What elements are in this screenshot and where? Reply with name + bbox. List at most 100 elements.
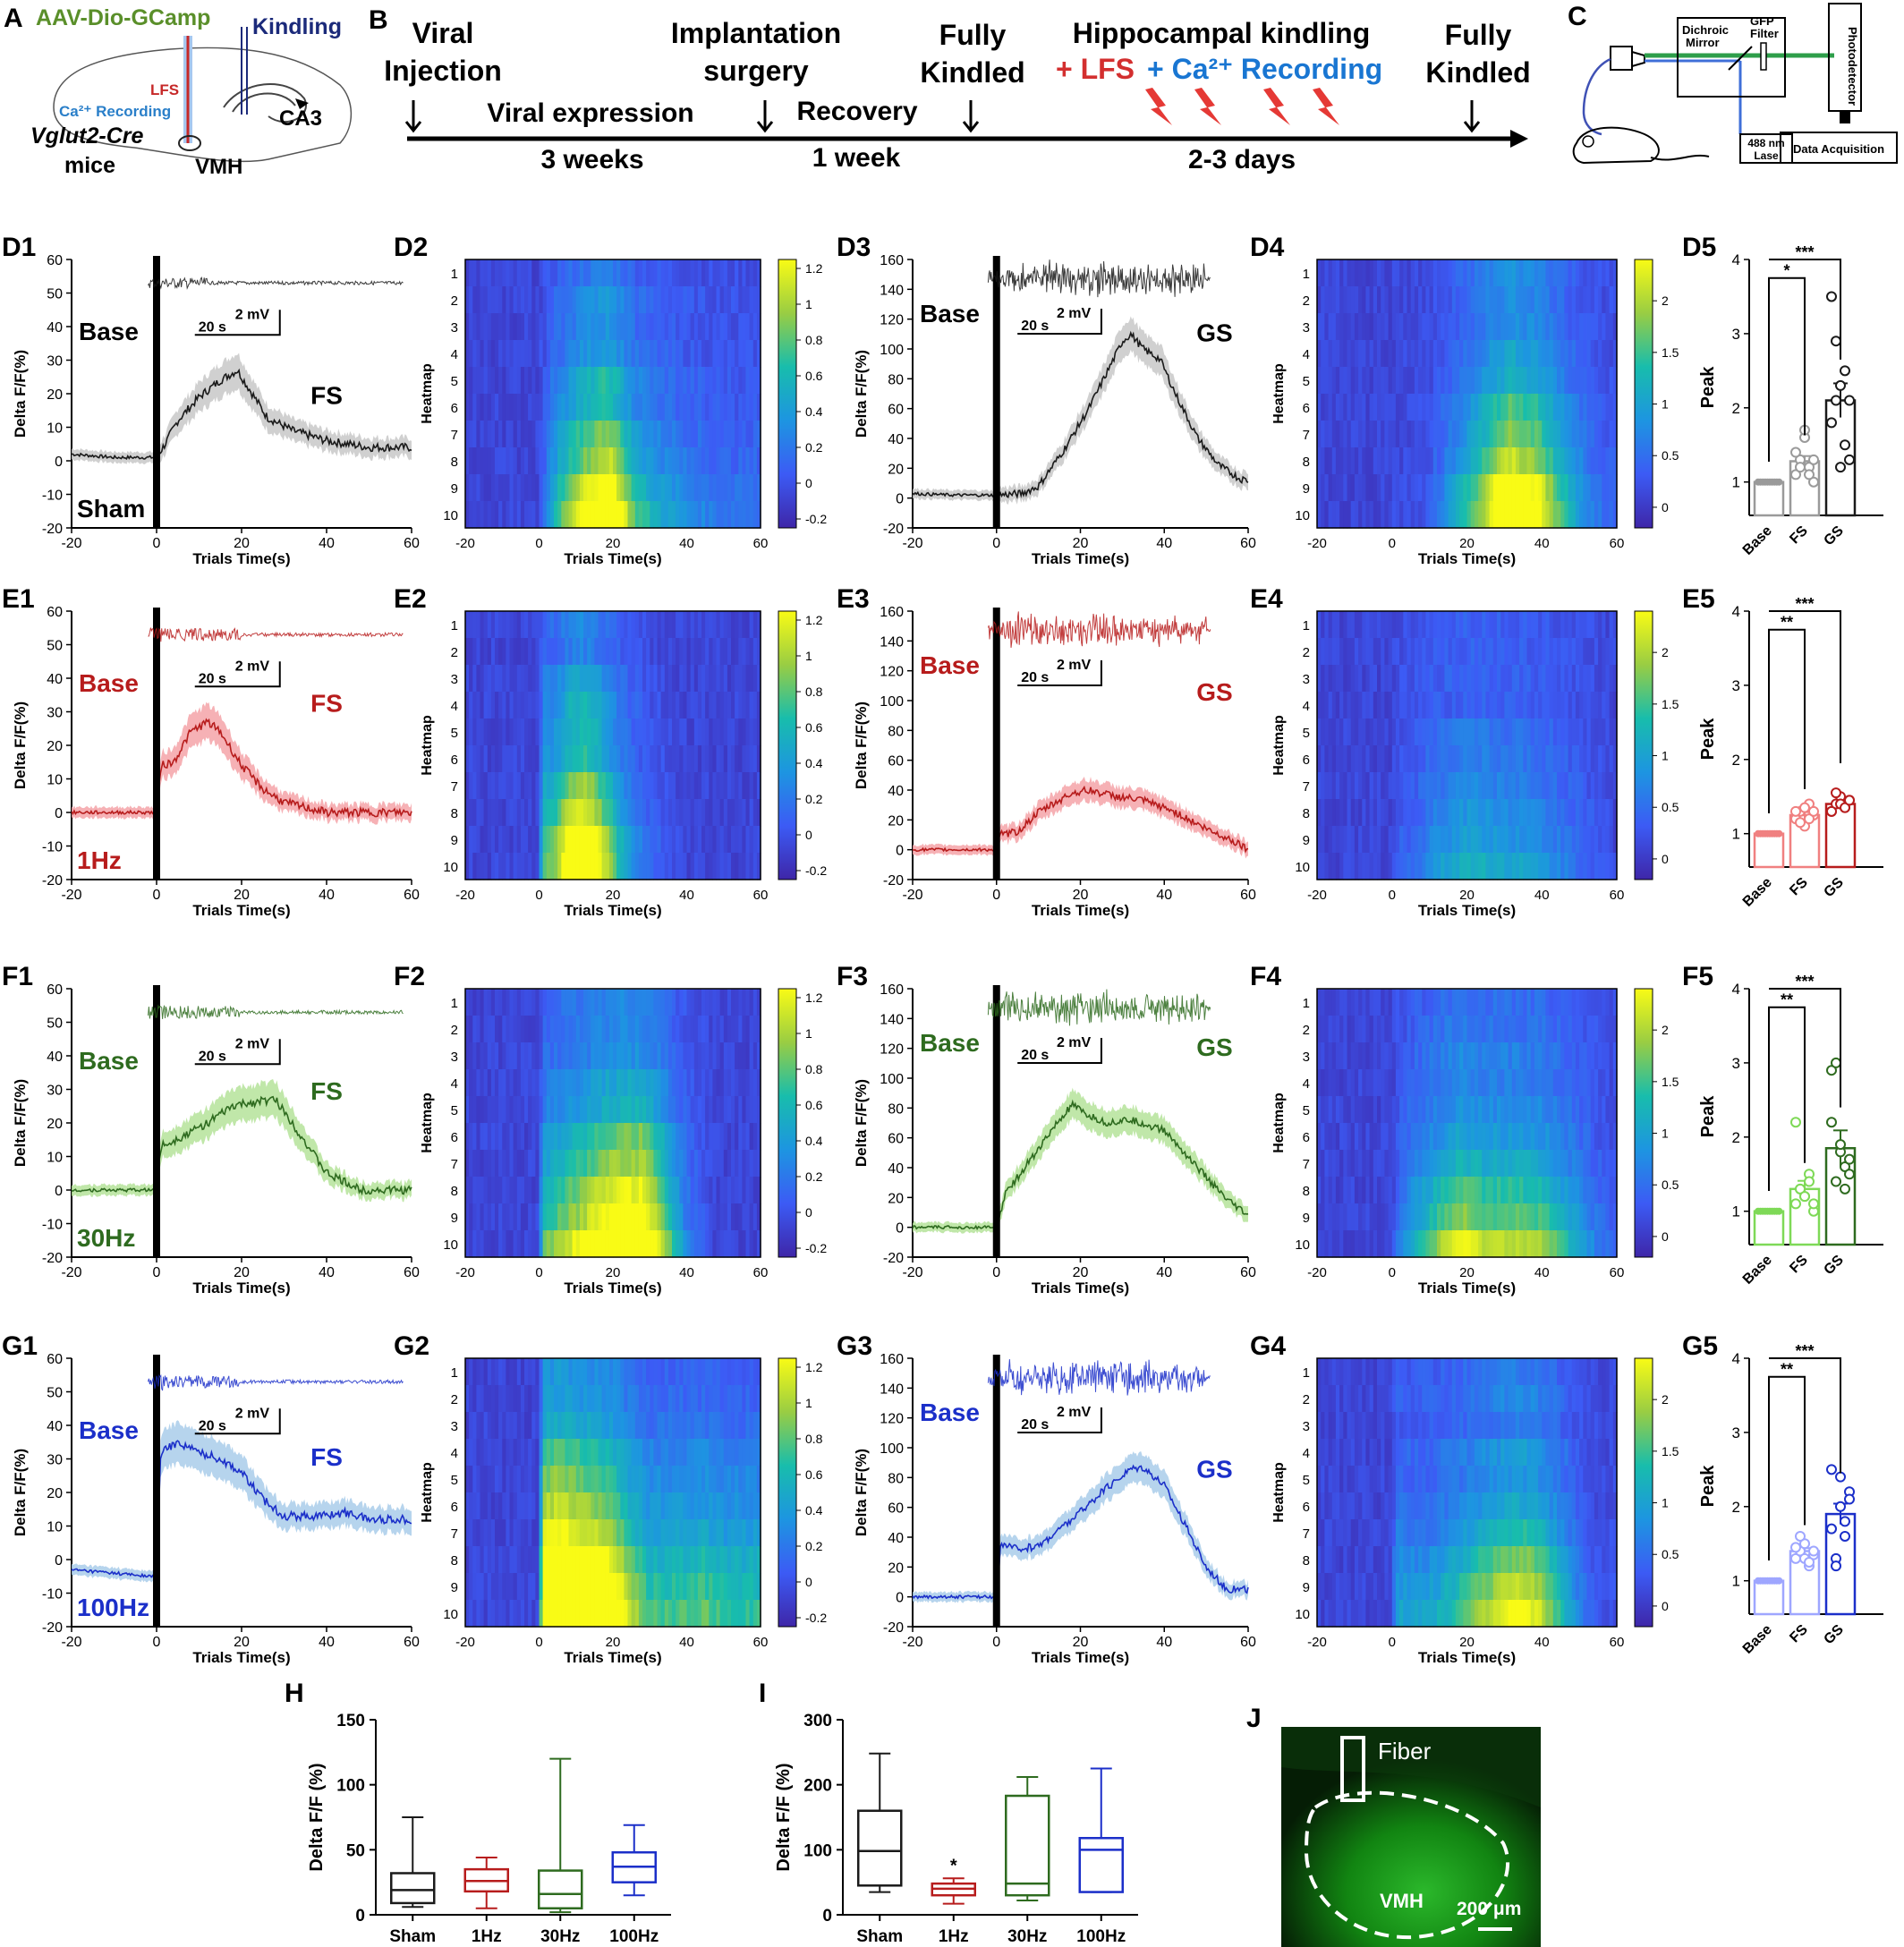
stimulus-bar: [153, 985, 160, 1257]
x-tick-label: 60: [1240, 1635, 1256, 1650]
heatmap-row-label: 9: [451, 1211, 458, 1226]
x-axis-label: Trials Time(s): [1418, 550, 1516, 567]
colorbar: [1634, 610, 1653, 880]
y-tick-label: 3: [1732, 326, 1740, 343]
scale-bar: [194, 1408, 281, 1435]
peak-bar: [1753, 1579, 1785, 1616]
x-tick-label: -20: [455, 536, 475, 551]
colorbar-tick-label: -0.2: [805, 512, 827, 526]
y-tick-label: 20: [47, 1486, 63, 1501]
y-tick-label: 2: [1732, 400, 1740, 417]
fs-label: FS: [310, 690, 343, 718]
condition-label: 30Hz: [77, 1224, 135, 1252]
peak-category-label: GS: [1821, 875, 1847, 901]
colorbar-tick-label: 0: [805, 1575, 812, 1589]
y-tick-label: 2: [1732, 752, 1740, 769]
peak-category-label: FS: [1787, 523, 1811, 548]
data-point: [1795, 462, 1806, 473]
colorbar-tick-label: 2: [1662, 645, 1669, 659]
stimulus-bar: [992, 985, 1000, 1257]
base-label: Base: [79, 1416, 139, 1444]
heatmap-row-label: 6: [451, 401, 458, 416]
y-tick-label: 120: [880, 313, 904, 328]
y-axis-label: Delta F/F(%): [12, 1079, 29, 1167]
y-tick-label: 40: [47, 1050, 63, 1065]
heatmap-row-label: 7: [451, 779, 458, 795]
y-tick-label: 160: [880, 253, 904, 268]
colorbar-tick-label: 1.2: [805, 991, 823, 1005]
heatmap-row-label: 2: [451, 1023, 458, 1038]
colorbar: [778, 1357, 797, 1628]
x-axis-label: Trials Time(s): [564, 902, 661, 919]
colorbar-tick-label: 1: [805, 1396, 812, 1410]
svg-text:Fully: Fully: [1445, 19, 1512, 51]
base-label: Base: [79, 669, 139, 697]
box-panel-h: H 150 100 50 0 Delta F/F (%) Sham 1Hz 30Hz 100Hz: [285, 1679, 671, 1946]
y-tick-label: -20: [883, 873, 904, 888]
y-axis-label: Peak: [1698, 1465, 1718, 1508]
peak-category-label: FS: [1787, 1253, 1811, 1277]
x-tick-label: -20: [455, 1265, 475, 1280]
x-tick-label: 60: [753, 536, 769, 551]
data-point: [1804, 1176, 1815, 1187]
colorbar-tick-label: 0.4: [805, 1503, 823, 1518]
x-tick-label: 40: [319, 888, 335, 903]
y-tick-label: 40: [888, 1531, 904, 1546]
y-tick-label: -20: [883, 522, 904, 537]
colorbar-tick-label: 2: [1662, 293, 1669, 308]
colorbar-tick-label: 0.5: [1662, 1178, 1679, 1192]
panel-letter: D4: [1250, 233, 1285, 262]
y-tick-label: 100: [336, 1777, 365, 1796]
data-point: [1844, 1153, 1855, 1165]
panel-letter: F3: [837, 962, 868, 991]
y-tick-label: 160: [880, 1352, 904, 1367]
y-tick-label: 0: [355, 1907, 365, 1926]
heatmap-row-label: 5: [1303, 1103, 1310, 1118]
y-tick-label: 80: [888, 372, 904, 387]
data-point: [1840, 1516, 1850, 1527]
x-axis-label: Trials Time(s): [192, 902, 290, 919]
y-axis-label: Heatmap: [420, 1093, 435, 1153]
y-tick-label: 140: [880, 634, 904, 650]
data-point: [1808, 805, 1819, 817]
heatmap-row-label: 5: [451, 1473, 458, 1488]
colorbar: [778, 610, 797, 880]
data-point: [1804, 1556, 1815, 1568]
panel-letter: H: [285, 1679, 304, 1708]
panel-j-histology: J Fiber VMH 200 μm: [1246, 1704, 1541, 1947]
colorbar-tick-label: 0.2: [805, 1169, 823, 1184]
colorbar-tick-label: 1: [1662, 1496, 1669, 1510]
x-tick-label: -20: [902, 1635, 922, 1650]
x-axis-label: Trials Time(s): [1032, 1649, 1129, 1666]
data-point: [1790, 805, 1801, 817]
x-tick-label: 40: [319, 1265, 335, 1280]
box: [1078, 1837, 1124, 1893]
colorbar-tick-label: -0.2: [805, 1241, 827, 1255]
heatmap-frame: [1316, 1357, 1618, 1628]
x-tick-label: -20: [455, 1635, 475, 1650]
svg-text:+ Ca²⁺ Recording: + Ca²⁺ Recording: [1147, 53, 1382, 85]
peak-panel-f5: 4 3 2 1 Peak Base FS GS *****: [1698, 973, 1883, 1288]
heatmap-row-label: 2: [451, 293, 458, 309]
y-tick-label: 100: [880, 343, 904, 358]
data-point: [1795, 817, 1806, 829]
heatmap-row-label: 10: [1295, 860, 1310, 875]
svg-text:Filter: Filter: [1750, 27, 1779, 40]
scale-bar: [1017, 1407, 1102, 1433]
heatmap-row-label: 2: [1303, 645, 1310, 660]
y-tick-label: 0: [896, 844, 904, 859]
data-point: [1835, 1471, 1846, 1483]
x-tick-label: -20: [902, 888, 922, 903]
sem-band: [72, 701, 412, 825]
colorbar-tick-label: 0.8: [805, 1062, 823, 1076]
x-tick-label: 0: [992, 536, 1000, 551]
heatmap-row-label: 7: [451, 1526, 458, 1542]
peak-category-label: Base: [1740, 1253, 1775, 1288]
y-tick-label: 1: [1732, 1573, 1740, 1590]
y-axis-label: Peak: [1698, 366, 1718, 409]
colorbar: [1634, 259, 1653, 529]
x-tick-label: 0: [535, 1635, 542, 1650]
